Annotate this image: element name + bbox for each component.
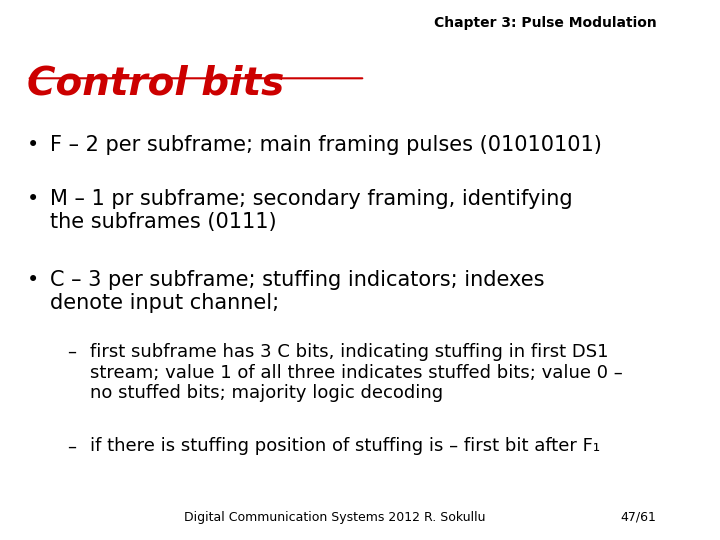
Text: F – 2 per subframe; main framing pulses (01010101): F – 2 per subframe; main framing pulses … [50, 135, 602, 155]
Text: –: – [67, 437, 76, 455]
Text: Control bits: Control bits [27, 65, 284, 103]
Text: •: • [27, 189, 39, 209]
Text: if there is stuffing position of stuffing is – first bit after F₁: if there is stuffing position of stuffin… [91, 437, 600, 455]
Text: M – 1 pr subframe; secondary framing, identifying
the subframes (0111): M – 1 pr subframe; secondary framing, id… [50, 189, 573, 232]
Text: •: • [27, 135, 39, 155]
Text: –: – [67, 343, 76, 361]
Text: Digital Communication Systems 2012 R. Sokullu: Digital Communication Systems 2012 R. So… [184, 511, 486, 524]
Text: •: • [27, 270, 39, 290]
Text: Chapter 3: Pulse Modulation: Chapter 3: Pulse Modulation [433, 16, 657, 30]
Text: first subframe has 3 C bits, indicating stuffing in first DS1
stream; value 1 of: first subframe has 3 C bits, indicating … [91, 343, 624, 402]
Text: 47/61: 47/61 [621, 511, 657, 524]
Text: C – 3 per subframe; stuffing indicators; indexes
denote input channel;: C – 3 per subframe; stuffing indicators;… [50, 270, 545, 313]
